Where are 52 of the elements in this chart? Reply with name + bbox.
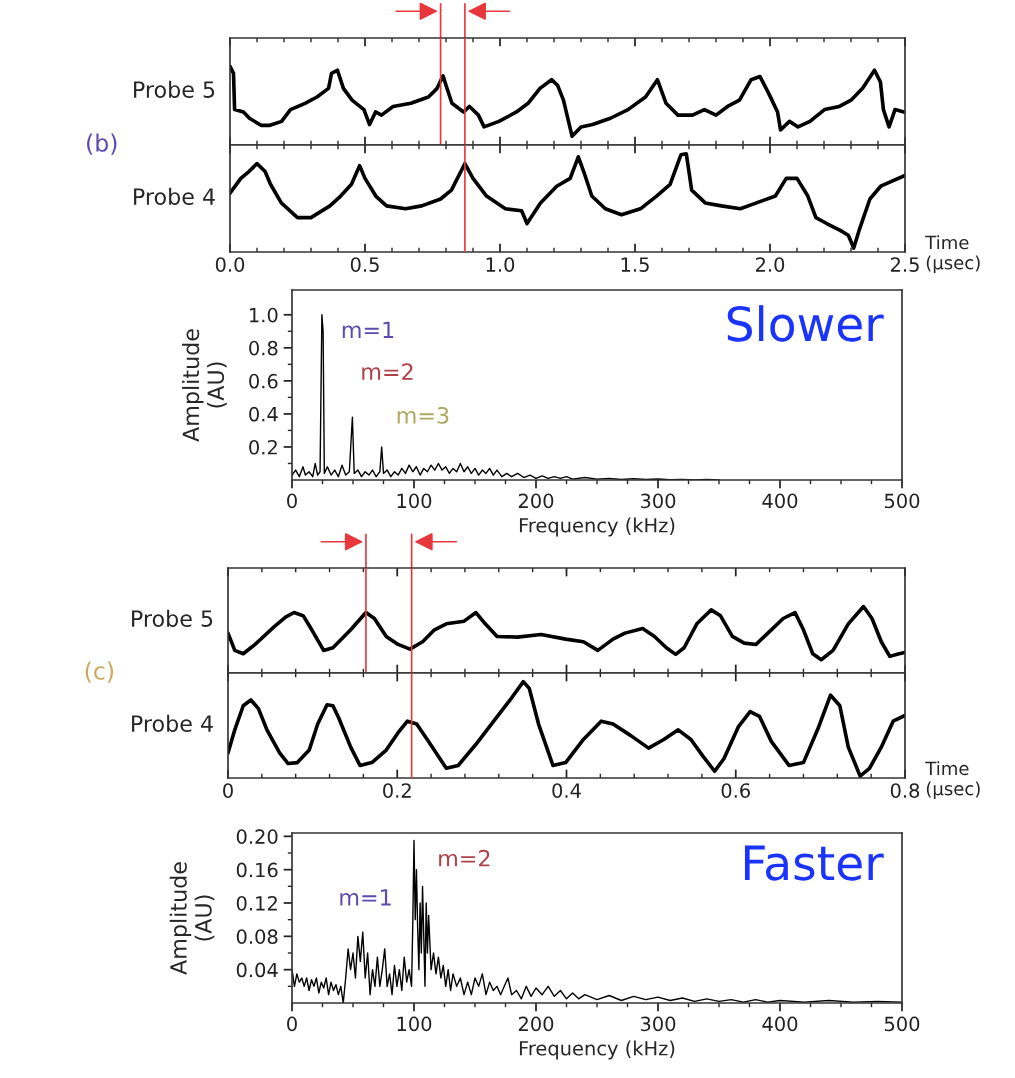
x-tick-label: 200: [518, 1016, 554, 1032]
x-tick-label: 100: [397, 493, 432, 509]
x-tick-label: 2.5: [890, 257, 919, 272]
y-tick-label: 0.04: [236, 962, 278, 978]
y-tick-label: 0.12: [236, 895, 277, 911]
y-axis-title: Amplitude (AU): [169, 862, 215, 975]
x-axis-title: Time (μsec): [925, 235, 980, 273]
x-tick-label: 0: [223, 783, 233, 798]
x-tick-label: 300: [640, 1016, 676, 1032]
y-axis-title: Amplitude (AU): [182, 329, 227, 442]
y-axis-title: Probe 5: [134, 80, 215, 98]
x-tick-label: 1.0: [486, 257, 515, 272]
y-tick-label: 1.0: [250, 307, 278, 323]
x-tick-label: 0: [287, 1016, 297, 1032]
y-tick-label: 0.4: [249, 406, 278, 422]
x-tick-label: 0.4: [552, 783, 581, 798]
text: (b): [87, 133, 117, 155]
x-axis-title: Frequency (kHz): [519, 1040, 675, 1060]
x-tick-label: 0: [287, 493, 297, 509]
y-tick-label: 0.20: [236, 829, 278, 844]
x-tick-label: 0.6: [721, 783, 750, 798]
x-axis-title: Frequency (kHz): [519, 517, 675, 537]
annotation: Slower: [727, 305, 884, 342]
x-tick-label: 400: [762, 493, 798, 509]
annotation: m=2: [362, 363, 413, 380]
x-tick-label: 0.5: [350, 257, 379, 272]
annotation: m=3: [397, 406, 449, 424]
annotation: m=1: [342, 321, 394, 338]
annotation: m=2: [439, 849, 490, 867]
x-tick-label: 200: [518, 493, 554, 509]
x-axis-title: Time (μsec): [925, 761, 980, 799]
y-axis-title: Probe 4: [134, 187, 215, 205]
x-tick-label: 2.0: [755, 257, 785, 272]
y-axis-title: Probe 4: [132, 714, 213, 732]
y-axis-title: Probe 5: [132, 609, 213, 627]
annotation: m=1: [340, 889, 391, 906]
x-tick-label: 100: [397, 1016, 432, 1032]
x-tick-label: 0.8: [890, 783, 920, 798]
y-tick-label: 0.08: [236, 929, 278, 944]
x-tick-label: 0.0: [215, 257, 245, 272]
x-tick-label: 400: [762, 1016, 798, 1032]
y-tick-label: 0.16: [236, 862, 278, 878]
annotation: Faster: [744, 845, 884, 881]
text: (c): [85, 661, 114, 683]
y-tick-label: 0.2: [249, 439, 277, 455]
x-tick-label: 300: [640, 493, 676, 509]
x-tick-label: 500: [884, 493, 920, 509]
x-tick-label: 1.5: [621, 257, 649, 272]
x-tick-label: 500: [884, 1016, 920, 1032]
y-tick-label: 0.6: [249, 373, 278, 389]
y-tick-label: 0.8: [249, 340, 278, 356]
x-tick-label: 0.2: [383, 783, 411, 798]
